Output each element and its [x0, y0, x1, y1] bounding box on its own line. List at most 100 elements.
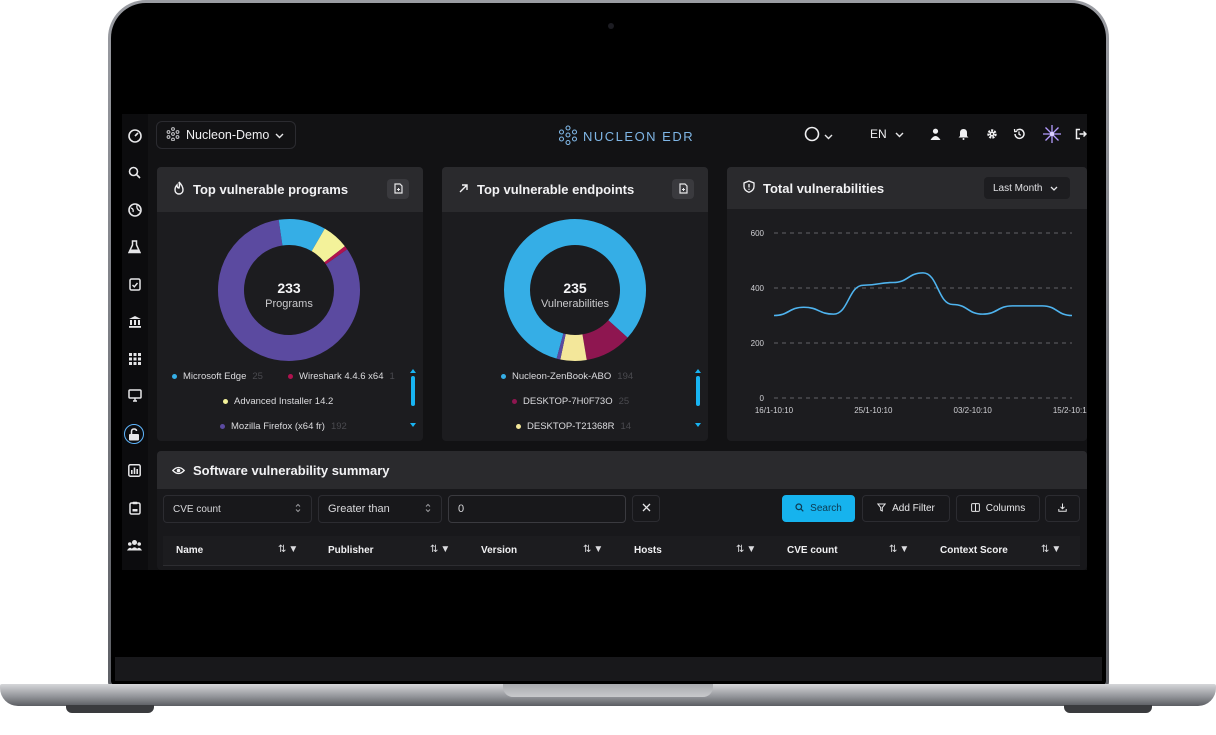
unlock-icon[interactable]	[124, 424, 144, 444]
top-vulnerable-endpoints-card: Top vulnerable endpoints 235 Vulnerabili…	[442, 167, 708, 441]
search-label: Search	[810, 503, 842, 514]
y-tick-label: 200	[751, 339, 765, 348]
clipboard-check-icon[interactable]	[126, 275, 143, 292]
monitor-icon[interactable]	[126, 387, 143, 404]
clipboard-icon[interactable]	[126, 499, 143, 516]
card-title: Top vulnerable programs	[193, 182, 349, 197]
column-header-context-score[interactable]: Context Score	[940, 545, 1008, 556]
globe-icon[interactable]	[126, 201, 143, 218]
gear-icon[interactable]	[986, 128, 998, 140]
fire-icon	[173, 181, 185, 198]
chevron-down-icon	[275, 128, 284, 142]
period-selector[interactable]: Last Month	[984, 177, 1070, 199]
donut-slice-other[interactable]	[556, 333, 566, 360]
donut-slice-desktop-7h0f73o[interactable]	[581, 319, 628, 361]
search-icon[interactable]	[126, 164, 143, 181]
nucleon-logo-icon	[558, 125, 578, 148]
filter-field-select[interactable]: CVE count	[163, 495, 312, 523]
column-header-cve-count[interactable]: CVE count	[787, 545, 838, 556]
theme-toggle[interactable]	[804, 126, 833, 145]
sort-filter-icons[interactable]: ⇅▼	[430, 544, 453, 555]
download-icon	[1058, 503, 1067, 515]
sort-filter-icons[interactable]: ⇅▼	[1041, 544, 1064, 555]
summary-header: Software vulnerability summary	[157, 451, 1087, 489]
columns-button[interactable]: Columns	[956, 495, 1040, 522]
bar-chart-icon[interactable]	[126, 462, 143, 479]
sort-filter-icons[interactable]: ⇅▼	[736, 544, 759, 555]
arrow-up-right-icon	[458, 182, 469, 197]
legend-label: DESKTOP-7H0F73O	[523, 396, 613, 407]
total-vulnerabilities-line-chart: 600 400 200 0 16/1-10:10 25/1-10:10 03/2-10:10…	[751, 229, 1087, 415]
card-title: Top vulnerable endpoints	[477, 182, 635, 197]
card-header: Top vulnerable programs	[157, 167, 423, 212]
top-vulnerable-programs-card: Top vulnerable programs 233 Programs Mic…	[157, 167, 423, 441]
close-icon	[642, 503, 651, 515]
export-report-button[interactable]	[387, 179, 409, 199]
search-button[interactable]: Search	[782, 495, 855, 522]
legend-item[interactable]: Mozilla Firefox (x64 fr) 192	[220, 421, 347, 432]
chevron-down-icon	[1050, 183, 1058, 194]
search-icon	[795, 502, 804, 515]
logout-icon[interactable]	[1075, 128, 1087, 140]
legend-scroll-down[interactable]	[410, 423, 416, 427]
legend-dot	[501, 374, 506, 379]
legend-scroll-up[interactable]	[695, 369, 701, 373]
legend-scroll-down[interactable]	[695, 423, 701, 427]
user-icon[interactable]	[930, 128, 941, 140]
sort-filter-icons[interactable]: ⇅▼	[278, 544, 301, 555]
sort-filter-icons[interactable]: ⇅▼	[889, 544, 912, 555]
legend-item[interactable]: DESKTOP-T21368R 14	[516, 421, 631, 432]
filter-icon	[876, 503, 887, 515]
filter-value-input[interactable]: 0	[448, 495, 626, 523]
donut-slice-microsoft-edge[interactable]	[278, 219, 325, 252]
donut-slice-mozilla-firefox-x64-fr-[interactable]	[218, 219, 360, 361]
donut-slice-wireshark-4-4-6-x64[interactable]	[324, 246, 348, 265]
legend-scroll-up[interactable]	[410, 369, 416, 373]
flask-icon[interactable]	[126, 238, 143, 255]
legend-item[interactable]: Advanced Installer 14.2	[223, 396, 339, 407]
legend-scrollbar[interactable]	[696, 376, 700, 406]
column-header-publisher[interactable]: Publisher	[328, 545, 374, 556]
endpoints-total: 235	[563, 280, 587, 296]
filter-operator-select[interactable]: Greater than	[318, 495, 442, 523]
legend-scrollbar[interactable]	[411, 376, 415, 406]
donut-slice-advanced-installer-14-2[interactable]	[311, 228, 345, 263]
download-button[interactable]	[1045, 495, 1080, 522]
programs-sublabel: Programs	[265, 298, 313, 310]
workspace-name: Nucleon-Demo	[186, 128, 270, 142]
export-report-button[interactable]	[672, 179, 694, 199]
clear-filter-button[interactable]	[632, 495, 660, 522]
legend-dot	[516, 424, 521, 429]
column-header-hosts[interactable]: Hosts	[634, 545, 662, 556]
document-icon	[678, 182, 688, 197]
history-icon[interactable]	[1013, 128, 1025, 140]
legend-item[interactable]: Wireshark 4.4.6 x64 1	[288, 371, 395, 382]
ai-assistant-icon[interactable]	[1041, 123, 1063, 145]
series-line[interactable]	[773, 272, 1073, 317]
legend-count: 1	[389, 371, 395, 382]
grid-icon[interactable]	[126, 350, 143, 367]
column-header-version[interactable]: Version	[481, 545, 518, 556]
top-bar: Nucleon-Demo NUCLEON EDR EN	[148, 114, 1087, 156]
bezel-chin	[115, 657, 1102, 681]
workspace-selector[interactable]: Nucleon-Demo	[156, 121, 296, 149]
filter-operator-value: Greater than	[328, 503, 390, 515]
chevron-down-icon	[824, 129, 833, 143]
summary-title: Software vulnerability summary	[193, 462, 390, 478]
bell-icon[interactable]	[958, 128, 969, 140]
add-filter-button[interactable]: Add Filter	[862, 495, 950, 522]
language-selector[interactable]: EN	[870, 127, 904, 141]
bank-icon[interactable]	[126, 313, 143, 330]
y-tick-label: 600	[751, 229, 765, 238]
donut-slice-nucleon-zenbook-abo[interactable]	[504, 219, 646, 359]
users-icon[interactable]	[126, 536, 143, 553]
donut-slice-desktop-t21368r[interactable]	[560, 333, 587, 361]
column-header-name[interactable]: Name	[176, 545, 204, 556]
sort-filter-icons[interactable]: ⇅▼	[583, 544, 606, 555]
legend-item[interactable]: Microsoft Edge 25	[172, 371, 263, 382]
app-logo: NUCLEON EDR	[558, 125, 694, 148]
endpoints-donut-chart	[504, 219, 646, 361]
dashboard-icon[interactable]	[126, 127, 143, 144]
legend-item[interactable]: Nucleon-ZenBook-ABO 194	[501, 371, 633, 382]
legend-item[interactable]: DESKTOP-7H0F73O 25	[512, 396, 629, 407]
